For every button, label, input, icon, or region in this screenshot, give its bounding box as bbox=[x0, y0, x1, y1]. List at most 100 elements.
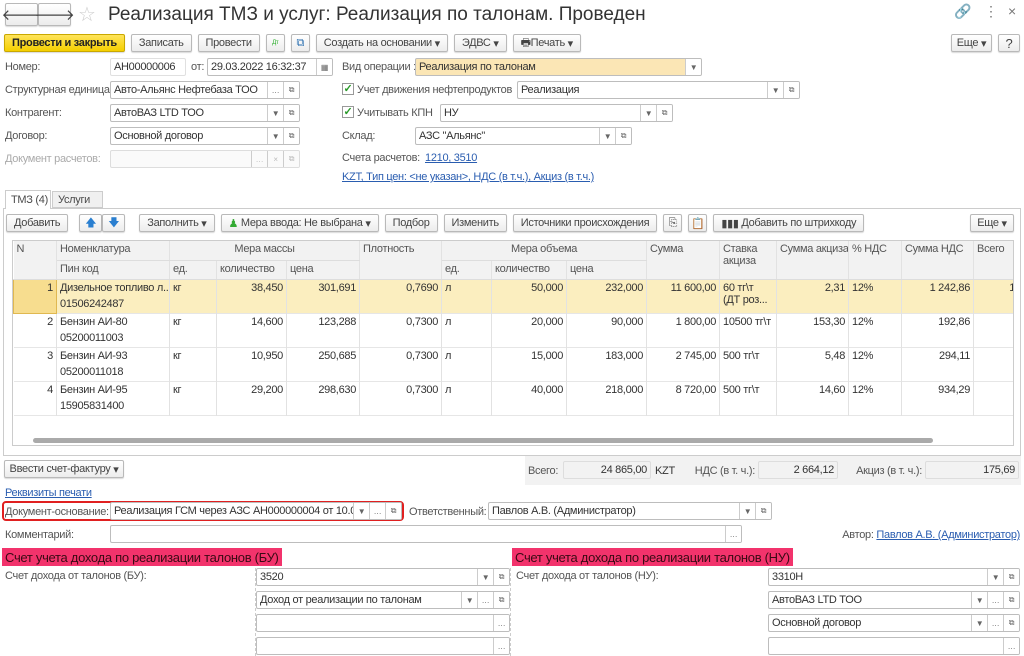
cell-mass-price[interactable]: 298,630 bbox=[286, 381, 361, 415]
table-row[interactable]: 2 Бензин АИ-80 05200011003 кг 14,600 123,288 0… bbox=[13, 313, 1013, 347]
oil-checkbox[interactable]: ✓ bbox=[342, 83, 354, 95]
chevron-down-icon[interactable]: ▼ bbox=[685, 59, 701, 75]
chevron-down-icon[interactable]: ▼ bbox=[739, 503, 755, 519]
cell-mass-price[interactable]: 123,288 bbox=[286, 313, 361, 347]
cell-excise-rate[interactable]: 500 тг\т bbox=[719, 381, 778, 415]
post-button[interactable]: Провести bbox=[197, 34, 260, 52]
open-icon[interactable]: ⧉ bbox=[755, 503, 771, 519]
cell-excise-sum[interactable]: 2,31 bbox=[776, 279, 850, 313]
cell-vat-percent[interactable]: 12% bbox=[848, 347, 903, 381]
move-down-button[interactable]: 🡇 bbox=[102, 214, 126, 232]
col-sum[interactable]: Сумма bbox=[646, 241, 721, 280]
cell-vol-price[interactable]: 218,000 bbox=[566, 381, 648, 415]
col-vat-percent[interactable]: % НДС bbox=[848, 241, 903, 280]
horizontal-scrollbar[interactable] bbox=[33, 438, 933, 443]
kpn-checkbox[interactable]: ✓ bbox=[342, 106, 354, 118]
open-icon[interactable]: ⧉ bbox=[1003, 615, 1019, 631]
cell-vat-sum[interactable]: 294,11 bbox=[901, 347, 975, 381]
col-vat-sum[interactable]: Сумма НДС bbox=[901, 241, 975, 280]
operation-select[interactable]: Реализация по талонам ▼ bbox=[415, 58, 702, 76]
col-excise-sum[interactable]: Сумма акциза bbox=[776, 241, 850, 280]
ellipsis-icon[interactable]: … bbox=[1003, 638, 1019, 654]
ellipsis-icon[interactable]: … bbox=[725, 526, 741, 542]
post-and-close-button[interactable]: Провести и закрыть bbox=[4, 34, 125, 52]
tab-services[interactable]: Услуги bbox=[52, 191, 103, 208]
cell-mass-price[interactable]: 301,691 bbox=[286, 279, 361, 313]
col-n[interactable]: N bbox=[13, 241, 57, 280]
col-vol-price[interactable]: цена bbox=[566, 260, 648, 280]
nu-account-field[interactable]: 3310Н ▼ ⧉ bbox=[768, 568, 1020, 586]
calendar-icon[interactable]: ▦ bbox=[316, 59, 332, 75]
cell-vol-qty[interactable]: 15,000 bbox=[491, 347, 568, 381]
cell-density[interactable]: 0,7690 bbox=[359, 279, 443, 313]
more-button[interactable]: Еще ▾ bbox=[951, 34, 992, 52]
settlement-doc-field[interactable]: … × ⧉ bbox=[110, 150, 300, 168]
col-mass-price[interactable]: цена bbox=[286, 260, 361, 280]
ellipsis-icon[interactable]: … bbox=[477, 592, 493, 608]
cell-vat-sum[interactable]: 934,29 bbox=[901, 381, 975, 415]
cell-total[interactable]: 8 bbox=[973, 381, 1013, 415]
cell-excise-rate[interactable]: 500 тг\т bbox=[719, 347, 778, 381]
cell-vat-sum[interactable]: 192,86 bbox=[901, 313, 975, 347]
cell-density[interactable]: 0,7300 bbox=[359, 313, 443, 347]
comment-field[interactable]: … bbox=[110, 525, 742, 543]
ellipsis-icon[interactable]: … bbox=[987, 592, 1003, 608]
cell-vat-percent[interactable]: 12% bbox=[848, 313, 903, 347]
counterparty-field[interactable]: АвтоВАЗ LTD ТОО ▼ ⧉ bbox=[110, 104, 300, 122]
star-icon[interactable]: ☆ bbox=[78, 4, 96, 26]
open-icon[interactable]: ⧉ bbox=[615, 128, 631, 144]
open-icon[interactable]: ⧉ bbox=[493, 569, 509, 585]
cell-vat-sum[interactable]: 1 242,86 bbox=[901, 279, 975, 313]
ellipsis-icon[interactable]: … bbox=[267, 82, 283, 98]
barcode-button[interactable]: ▮▮▮ Добавить по штрихкоду bbox=[713, 214, 865, 232]
cell-density[interactable]: 0,7300 bbox=[359, 381, 443, 415]
create-based-button[interactable]: Создать на основании ▾ bbox=[315, 34, 448, 52]
col-density[interactable]: Плотность bbox=[359, 241, 443, 280]
edvs-button[interactable]: ЭДВС ▾ bbox=[453, 34, 507, 52]
contract-field[interactable]: Основной договор ▼ ⧉ bbox=[110, 127, 300, 145]
back-button[interactable]: 🡐 bbox=[2, 3, 42, 26]
cell-vol-price[interactable]: 232,000 bbox=[566, 279, 648, 313]
cell-excise-sum[interactable]: 153,30 bbox=[776, 313, 850, 347]
open-icon[interactable]: ⧉ bbox=[1003, 569, 1019, 585]
cell-mass-unit[interactable]: кг bbox=[169, 381, 217, 415]
open-icon[interactable]: ⧉ bbox=[1003, 592, 1019, 608]
cell-row-number[interactable]: 4 bbox=[13, 381, 57, 415]
cell-excise-rate[interactable]: 60 тг\т (ДТ роз... bbox=[719, 279, 778, 313]
pick-button[interactable]: Подбор bbox=[384, 214, 438, 232]
cell-vat-percent[interactable]: 12% bbox=[848, 279, 903, 313]
cell-vol-qty[interactable]: 50,000 bbox=[491, 279, 568, 313]
fill-button[interactable]: Заполнить ▾ bbox=[139, 214, 215, 232]
cell-mass-qty[interactable]: 29,200 bbox=[216, 381, 287, 415]
tab-tmz[interactable]: ТМЗ (4) bbox=[5, 190, 51, 209]
chevron-down-icon[interactable]: ▼ bbox=[477, 569, 493, 585]
print-button[interactable]: 🖶 Печать ▾ bbox=[512, 34, 581, 52]
bu-subconto-2[interactable]: … bbox=[256, 614, 510, 632]
unit-field[interactable]: Авто-Альянс Нефтебаза ТОО… ⧉ bbox=[110, 81, 300, 99]
structure-icon[interactable]: ⧉ bbox=[290, 34, 310, 52]
cell-sum[interactable]: 8 720,00 bbox=[646, 381, 721, 415]
table-row[interactable]: 1 Дизельное топливо л... 01506242487 кг 38,4… bbox=[13, 278, 1013, 314]
cell-mass-unit[interactable]: кг bbox=[169, 279, 217, 313]
cell-density[interactable]: 0,7300 bbox=[359, 347, 443, 381]
open-icon[interactable]: ⧉ bbox=[656, 105, 672, 121]
paste-icon[interactable]: 📋 bbox=[688, 214, 708, 232]
open-icon[interactable]: ⧉ bbox=[385, 503, 401, 519]
cell-vol-qty[interactable]: 40,000 bbox=[491, 381, 568, 415]
chevron-down-icon[interactable]: ▼ bbox=[267, 105, 283, 121]
cell-mass-unit[interactable]: кг bbox=[169, 313, 217, 347]
vertical-dots-icon[interactable]: ⋮ bbox=[984, 3, 998, 19]
ellipsis-icon[interactable]: … bbox=[493, 615, 509, 631]
col-nomenclature[interactable]: Номенклатура bbox=[56, 241, 170, 261]
invoice-button[interactable]: Ввести счет-фактуру ▾ bbox=[4, 460, 124, 478]
cell-sum[interactable]: 11 600,00 bbox=[646, 279, 721, 313]
save-button[interactable]: Записать bbox=[130, 34, 192, 52]
cell-total[interactable]: 11 bbox=[973, 279, 1013, 313]
ellipsis-icon[interactable]: … bbox=[493, 638, 509, 654]
bu-subconto-1[interactable]: Доход от реализации по талонам ▼… ⧉ bbox=[256, 591, 510, 609]
col-mass-unit[interactable]: ед. bbox=[169, 260, 217, 280]
cell-mass-price[interactable]: 250,685 bbox=[286, 347, 361, 381]
ellipsis-icon[interactable]: … bbox=[369, 503, 385, 519]
cell-excise-sum[interactable]: 5,48 bbox=[776, 347, 850, 381]
cell-vol-unit[interactable]: л bbox=[441, 279, 493, 313]
